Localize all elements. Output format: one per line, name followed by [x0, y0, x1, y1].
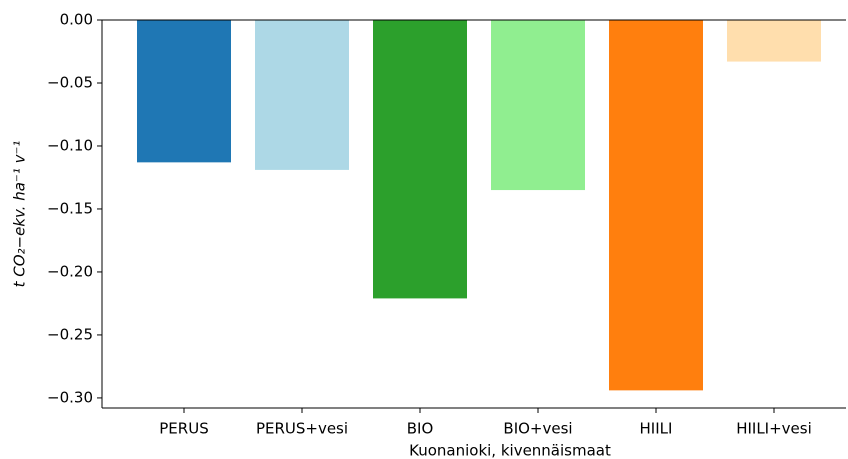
bar	[255, 20, 349, 170]
x-tick-label: PERUS+vesi	[256, 420, 348, 438]
y-tick-label: −0.30	[47, 388, 93, 406]
y-tick-label: −0.25	[47, 325, 93, 343]
y-tick-label: −0.10	[47, 136, 93, 154]
y-tick-label: −0.05	[47, 73, 93, 91]
bar	[491, 20, 585, 191]
x-tick-label: BIO	[407, 420, 434, 438]
bar	[727, 20, 821, 62]
x-axis-label: Kuonanioki, kivennäismaat	[409, 442, 611, 459]
x-tick-label: HIILI	[640, 420, 673, 438]
x-tick-label: PERUS	[159, 420, 208, 438]
x-tick-label: HIILI+vesi	[736, 420, 812, 438]
y-axis-label: t CO₂−ekv. ha⁻¹ v⁻¹	[11, 141, 29, 288]
x-tick-label: BIO+vesi	[503, 420, 572, 438]
bar	[137, 20, 231, 163]
bar	[373, 20, 467, 299]
y-tick-label: −0.15	[47, 199, 93, 217]
y-tick-label: −0.20	[47, 262, 93, 280]
y-tick-label: 0.00	[60, 11, 93, 29]
bar	[609, 20, 703, 391]
